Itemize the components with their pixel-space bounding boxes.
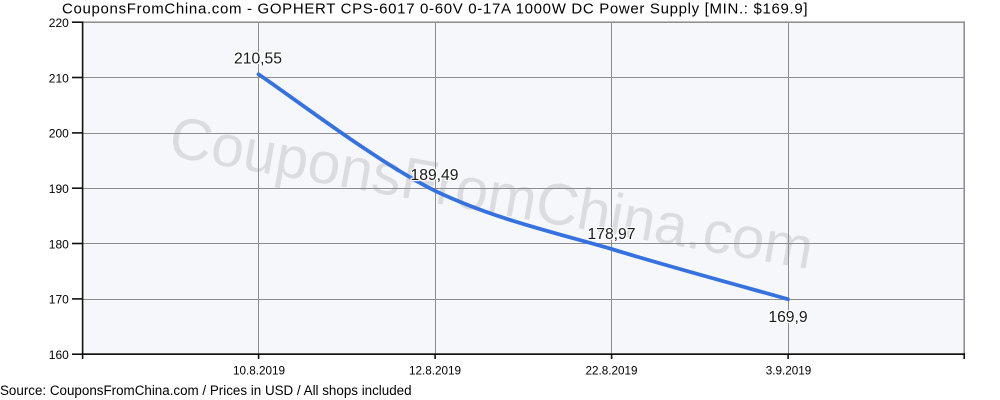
svg-text:220: 220 — [49, 16, 69, 30]
svg-text:10.8.2019: 10.8.2019 — [233, 365, 285, 378]
svg-text:3.9.2019: 3.9.2019 — [766, 365, 812, 378]
svg-text:210,55: 210,55 — [234, 51, 282, 68]
svg-text:169,9: 169,9 — [768, 309, 807, 326]
svg-text:180: 180 — [49, 237, 69, 251]
svg-text:178,97: 178,97 — [588, 226, 636, 243]
svg-text:CouponsFromChina.com - GOPHERT: CouponsFromChina.com - GOPHERT CPS-6017 … — [62, 1, 808, 18]
svg-text:12.8.2019: 12.8.2019 — [409, 365, 461, 378]
svg-text:189,49: 189,49 — [411, 167, 459, 184]
svg-text:Source: CouponsFromChina.com /: Source: CouponsFromChina.com / Prices in… — [0, 383, 412, 398]
svg-text:190: 190 — [49, 182, 69, 196]
svg-text:22.8.2019: 22.8.2019 — [586, 365, 638, 378]
svg-text:210: 210 — [49, 71, 69, 85]
svg-text:160: 160 — [49, 348, 69, 362]
svg-text:200: 200 — [49, 127, 69, 141]
svg-text:170: 170 — [49, 293, 69, 307]
